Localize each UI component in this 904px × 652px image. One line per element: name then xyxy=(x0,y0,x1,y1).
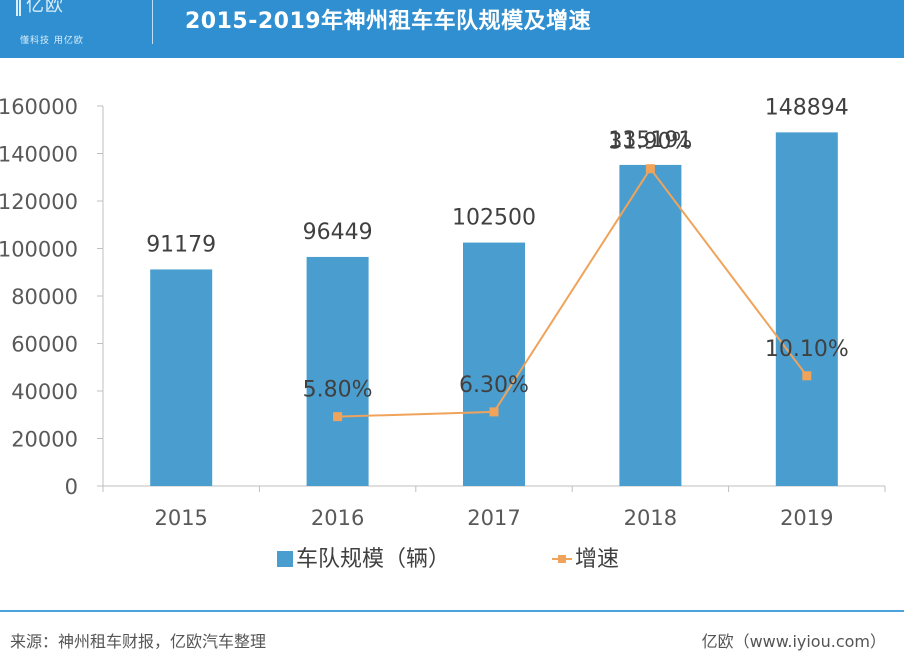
growth-marker xyxy=(645,164,655,174)
legend-line-label: 增速 xyxy=(575,547,619,572)
y-tick-label: 0 xyxy=(65,475,78,499)
y-tick-label: 40000 xyxy=(11,380,78,404)
bar-series: 91179 96449 102500 135191 148894 xyxy=(146,95,849,486)
x-tick-label: 2019 xyxy=(780,506,833,530)
y-tick-label: 120000 xyxy=(0,190,78,214)
growth-data-label: 5.80% xyxy=(303,378,373,403)
header-banner: 亿欧 懂科技 用亿欧 2015-2019年神州租车车队规模及增速 xyxy=(0,0,904,58)
bar xyxy=(619,164,682,486)
y-tick-label: 80000 xyxy=(11,285,78,309)
bar xyxy=(463,242,525,486)
bar-data-label: 135191 xyxy=(608,128,692,153)
header-divider xyxy=(152,0,153,44)
x-tick-label: 2017 xyxy=(467,506,520,530)
legend-bar-label: 车队规模（辆） xyxy=(296,547,450,572)
line-series: 5.80% 6.30% 31.90% 10.10% xyxy=(303,130,849,422)
growth-data-label: 6.30% xyxy=(459,373,529,398)
growth-line xyxy=(337,166,808,418)
logo-icon xyxy=(16,0,21,16)
x-axis: 2015 2016 2017 2018 2019 xyxy=(102,485,886,530)
legend: 车队规模（辆） 增速 xyxy=(277,547,619,572)
bar-data-label: 148894 xyxy=(765,95,849,120)
y-tick-label: 160000 xyxy=(0,95,78,119)
growth-marker xyxy=(333,412,343,422)
bar-data-label: 102500 xyxy=(452,206,536,231)
footer-divider xyxy=(0,610,904,612)
y-tick-label: 140000 xyxy=(0,143,78,167)
y-tick-label: 100000 xyxy=(0,238,78,262)
bar xyxy=(306,256,369,486)
growth-marker xyxy=(802,371,812,381)
legend-bar-swatch xyxy=(277,551,293,567)
growth-data-label: 10.10% xyxy=(765,337,849,362)
logo-text: 亿欧 xyxy=(26,0,64,16)
growth-marker xyxy=(489,407,499,417)
legend-line-marker xyxy=(558,555,566,563)
growth-data-label: 31.90% xyxy=(608,130,692,155)
bar-data-label: 91179 xyxy=(146,232,216,257)
y-axis: 0 20000 40000 60000 80000 100000 120000 140000 1… xyxy=(0,95,104,499)
logo-slogan: 懂科技 用亿欧 xyxy=(20,36,84,46)
chart-title: 2015-2019年神州租车车队规模及增速 xyxy=(185,9,592,34)
y-tick-label: 20000 xyxy=(11,428,78,452)
bar-data-label: 96449 xyxy=(303,220,373,245)
source-note: 来源：神州租车财报，亿欧汽车整理 xyxy=(10,632,267,651)
y-tick-label: 60000 xyxy=(11,333,78,357)
x-tick-label: 2018 xyxy=(624,506,677,530)
x-tick-label: 2016 xyxy=(311,506,364,530)
site-credit: 亿欧（www.iyiou.com） xyxy=(701,632,886,651)
bar xyxy=(775,132,838,486)
x-tick-label: 2015 xyxy=(154,506,207,530)
bar xyxy=(150,269,213,486)
chart-area: 0 20000 40000 60000 80000 100000 120000 140000 1… xyxy=(0,95,886,572)
